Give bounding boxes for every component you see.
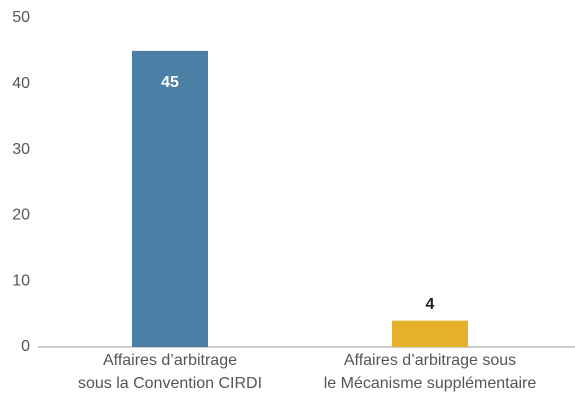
- x-tick-label: Affaires d’arbitrage: [103, 352, 237, 369]
- y-tick-label: 0: [21, 338, 30, 355]
- bar: [392, 320, 468, 347]
- y-tick-label: 30: [12, 141, 30, 158]
- value-label: 45: [161, 74, 179, 91]
- x-tick-label: sous la Convention CIRDI: [78, 375, 262, 392]
- x-tick-label: Affaires d’arbitrage sous: [344, 352, 516, 369]
- y-tick-label: 50: [12, 9, 30, 26]
- y-tick-label: 10: [12, 272, 30, 289]
- value-label: 4: [426, 296, 435, 313]
- y-tick-label: 40: [12, 75, 30, 92]
- y-tick-label: 20: [12, 207, 30, 224]
- x-tick-label: le Mécanisme supplémentaire: [324, 375, 537, 392]
- bar: [132, 50, 208, 348]
